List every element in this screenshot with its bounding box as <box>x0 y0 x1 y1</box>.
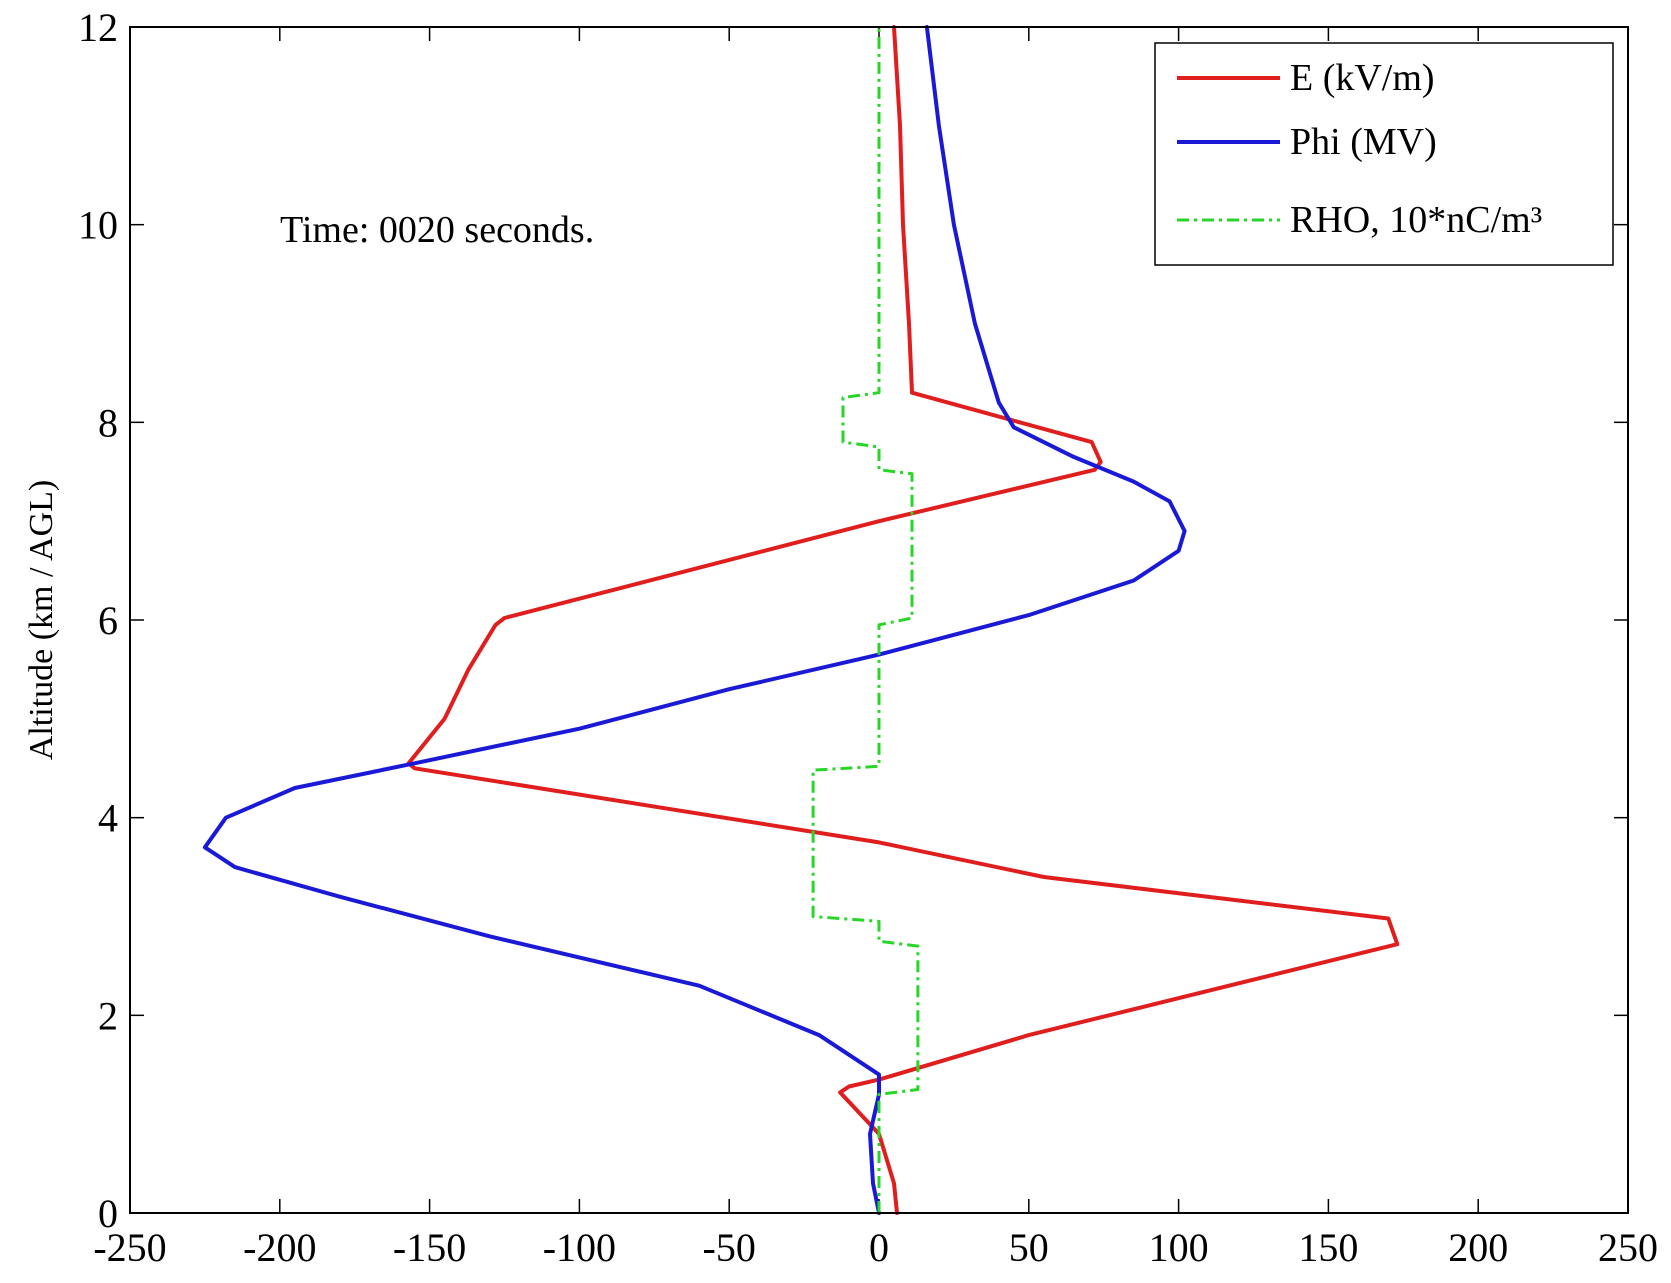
series-line-2 <box>202 25 1187 1215</box>
x-tick-label: -200 <box>243 1225 316 1270</box>
x-tick-label: 0 <box>869 1225 889 1270</box>
series-line-3 <box>811 27 920 1213</box>
y-tick-label: 10 <box>78 203 118 248</box>
x-tick-label: 100 <box>1149 1225 1209 1270</box>
legend-label-2: Phi (MV) <box>1290 121 1437 163</box>
x-tick-labels: -250 -200 -150 -100 -50 0 50 100 150 200 250 <box>93 1225 1658 1270</box>
x-tick-label: 50 <box>1009 1225 1049 1270</box>
x-tick-label: -150 <box>393 1225 466 1270</box>
x-tick-label: 150 <box>1298 1225 1358 1270</box>
legend: E (kV/m) Phi (MV) RHO, 10*nC/m³ <box>1154 42 1614 266</box>
plot-frame <box>129 26 1629 1214</box>
series-line-1 <box>406 25 1400 1215</box>
series-layer <box>202 25 1400 1215</box>
legend-label-1: E (kV/m) <box>1290 57 1435 99</box>
y-tick-labels: 0 2 4 6 8 10 12 <box>78 5 118 1236</box>
time-annotation: Time: 0020 seconds. <box>280 209 594 251</box>
x-tick-label: 250 <box>1598 1225 1658 1270</box>
y-tick-label: 8 <box>98 400 118 445</box>
y-tick-label: 2 <box>98 993 118 1038</box>
y-tick-label: 0 <box>98 1191 118 1236</box>
y-tick-label: 6 <box>98 598 118 643</box>
x-tick-label: -250 <box>93 1225 166 1270</box>
y-tick-label: 4 <box>98 796 118 841</box>
x-tick-label: 200 <box>1448 1225 1508 1270</box>
x-tick-label: -100 <box>543 1225 616 1270</box>
y-tick-label: 12 <box>78 5 118 50</box>
x-tick-label: -50 <box>703 1225 756 1270</box>
legend-label-3: RHO, 10*nC/m³ <box>1290 199 1542 241</box>
y-axis-label: Altitude (km / AGL) <box>23 480 60 760</box>
